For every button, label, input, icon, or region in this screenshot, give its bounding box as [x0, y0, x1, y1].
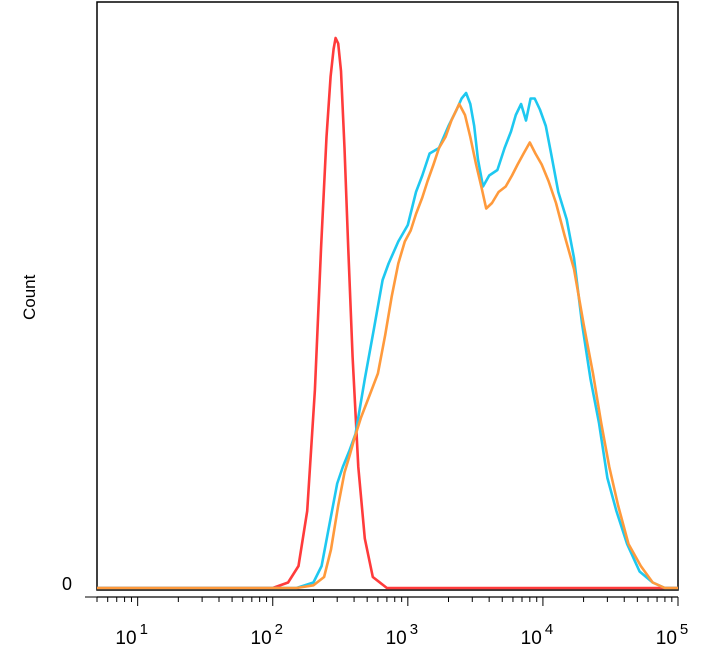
y-axis: 0 — [62, 574, 97, 598]
x-tick-label: 10 2 — [251, 621, 283, 649]
x-tick-label: 10 3 — [386, 621, 418, 649]
series-line-3 — [97, 102, 678, 590]
x-tick-label: 10 1 — [115, 621, 147, 649]
plot-frame — [96, 1, 679, 591]
x-tick-label: 10 5 — [656, 621, 688, 649]
x-tick-label: 10 4 — [521, 621, 553, 649]
x-axis: 10 1 10 2 10 3 10 4 10 5 — [96, 596, 688, 649]
series-line-2 — [97, 91, 678, 590]
series-line-1 — [97, 36, 678, 590]
y-tick-label: 0 — [62, 574, 72, 594]
series-layer — [97, 36, 678, 590]
